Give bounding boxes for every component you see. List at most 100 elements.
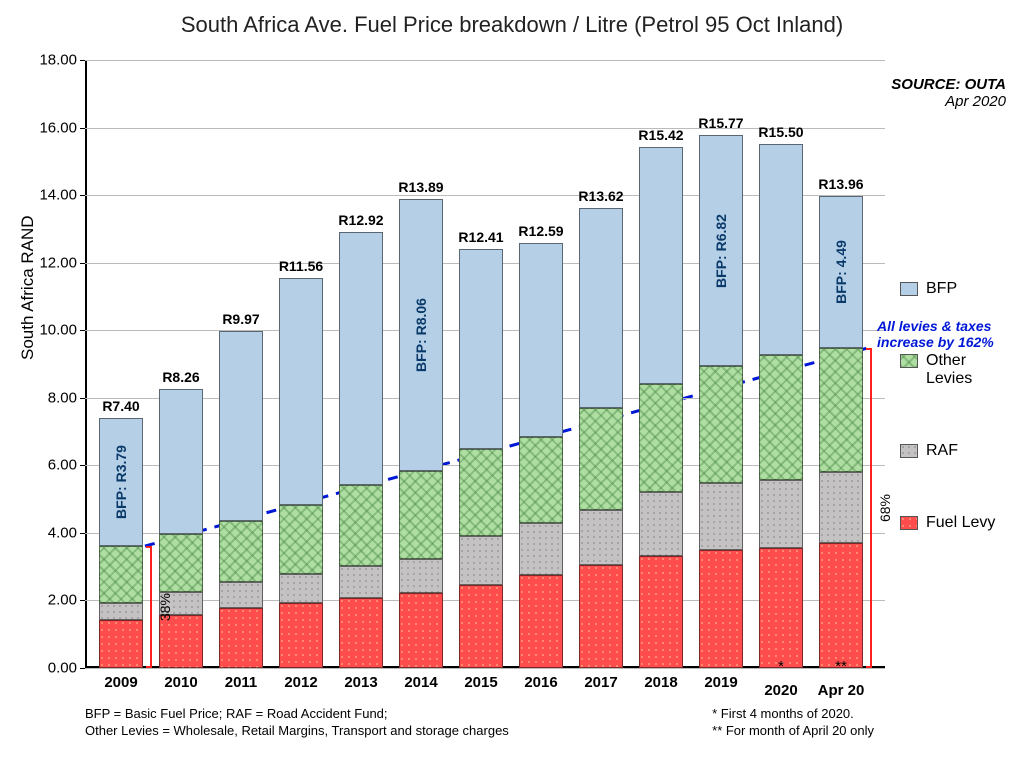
legend-item-bfp: BFP xyxy=(900,280,1010,298)
bar-segment-other xyxy=(279,505,323,575)
bar-segment-other xyxy=(759,355,803,480)
bar-total-label: R8.26 xyxy=(162,369,199,389)
bar-total-label: R15.42 xyxy=(638,127,683,147)
bar-segment-fuel xyxy=(639,556,683,668)
bar-total-label: R11.56 xyxy=(279,258,323,278)
y-tick-label: 8.00 xyxy=(48,389,85,406)
legend-label: RAF xyxy=(926,442,958,460)
bar-total-label: R13.96 xyxy=(818,176,863,196)
y-tick-label: 12.00 xyxy=(39,254,85,271)
bar-segment-other xyxy=(579,408,623,511)
bar-segment-fuel xyxy=(399,593,443,668)
bar-total-label: R7.40 xyxy=(102,398,139,418)
bar-segment-bfp xyxy=(579,208,623,408)
bar-group: R15.77BFP: R6.82 xyxy=(699,135,743,668)
pct-label-2009: 38% xyxy=(157,593,173,621)
legend-item-fuel: Fuel Levy xyxy=(900,514,1010,532)
bar-group: R11.56 xyxy=(279,278,323,668)
legend-label: Fuel Levy xyxy=(926,514,995,532)
bar-bfp-label: BFP: R6.82 xyxy=(713,214,729,288)
bar-total-label: R15.77 xyxy=(698,115,743,135)
bar-segment-fuel xyxy=(219,608,263,668)
x-tick-label: 2013 xyxy=(344,668,377,691)
bar-bfp-label: BFP: R3.79 xyxy=(113,445,129,519)
source-label: SOURCE: OUTA Apr 2020 xyxy=(891,76,1006,110)
pct-label-apr20: 68% xyxy=(877,494,893,522)
bar-segment-other xyxy=(399,471,443,558)
bar-group: R12.92 xyxy=(339,232,383,668)
bar-group: R8.26 xyxy=(159,389,203,668)
source-line1: SOURCE: OUTA xyxy=(891,76,1006,93)
bar-total-label: R12.92 xyxy=(338,212,383,232)
bar-segment-raf xyxy=(459,536,503,585)
bar-segment-raf xyxy=(639,492,683,556)
bar-total-label: R15.50 xyxy=(758,124,803,144)
x-tick-label: 2020* xyxy=(764,668,797,699)
bar-segment-other xyxy=(159,534,203,592)
bar-segment-raf xyxy=(699,483,743,550)
bar-segment-other xyxy=(639,384,683,492)
y-axis-label: South Africa RAND xyxy=(18,215,38,360)
bar-segment-fuel xyxy=(519,575,563,668)
chart-container: South Africa Ave. Fuel Price breakdown /… xyxy=(0,0,1024,758)
x-tick-label: 2019 xyxy=(704,668,737,691)
x-tick-label: 2016 xyxy=(524,668,557,691)
bar-group: R12.41 xyxy=(459,249,503,668)
bar-segment-fuel xyxy=(699,550,743,668)
bar-segment-bfp xyxy=(639,147,683,383)
legend-item-raf: RAF xyxy=(900,442,1010,460)
bar-bfp-label: BFP: 4.49 xyxy=(833,240,849,304)
legend-swatch xyxy=(900,282,918,296)
x-tick-label: 2012 xyxy=(284,668,317,691)
bar-group: R15.50 xyxy=(759,144,803,668)
bar-group: R12.59 xyxy=(519,243,563,668)
legend-item-other: Other Levies xyxy=(900,352,1010,388)
y-tick-label: 6.00 xyxy=(48,457,85,474)
bar-segment-fuel xyxy=(819,543,863,668)
y-tick-label: 2.00 xyxy=(48,592,85,609)
bar-segment-other xyxy=(819,348,863,472)
footnote-right-2: ** For month of April 20 only xyxy=(712,722,874,740)
footnote-right: * First 4 months of 2020. ** For month o… xyxy=(712,705,874,740)
bar-group: R9.97 xyxy=(219,331,263,668)
y-axis-line xyxy=(85,60,87,668)
bar-segment-raf xyxy=(399,559,443,593)
bar-segment-raf xyxy=(819,472,863,543)
bar-total-label: R13.62 xyxy=(578,188,623,208)
footnote-left: BFP = Basic Fuel Price; RAF = Road Accid… xyxy=(85,705,509,740)
bar-segment-bfp xyxy=(219,331,263,521)
bar-segment-other xyxy=(459,449,503,536)
bar-total-label: R9.97 xyxy=(222,311,259,331)
bar-total-label: R12.41 xyxy=(458,229,503,249)
x-tick-label: Apr 20** xyxy=(818,668,865,699)
bar-segment-bfp xyxy=(759,144,803,354)
y-tick-label: 16.00 xyxy=(39,119,85,136)
bar-segment-bfp xyxy=(339,232,383,485)
bar-bfp-label: BFP: R8.06 xyxy=(413,298,429,372)
plot-area: 0.002.004.006.008.0010.0012.0014.0016.00… xyxy=(85,60,885,668)
legend-label: BFP xyxy=(926,280,957,298)
bar-segment-raf xyxy=(579,510,623,565)
bar-total-label: R12.59 xyxy=(518,223,563,243)
x-tick-label: 2009 xyxy=(104,668,137,691)
x-tick-label: 2017 xyxy=(584,668,617,691)
bar-segment-raf xyxy=(339,566,383,598)
bar-segment-raf xyxy=(519,523,563,575)
bar-segment-raf xyxy=(279,574,323,603)
bar-segment-other xyxy=(519,437,563,522)
y-tick-label: 4.00 xyxy=(48,524,85,541)
bar-segment-raf xyxy=(219,582,263,608)
bar-segment-bfp xyxy=(159,389,203,534)
bar-segment-fuel xyxy=(159,615,203,668)
footnote-right-1: * First 4 months of 2020. xyxy=(712,705,874,723)
y-tick-label: 18.00 xyxy=(39,52,85,69)
bar-segment-raf xyxy=(99,603,143,620)
y-tick-label: 14.00 xyxy=(39,187,85,204)
x-tick-label: 2014 xyxy=(404,668,437,691)
grid-line xyxy=(85,60,885,61)
bar-segment-other xyxy=(219,521,263,582)
bar-group: R13.96BFP: 4.49 xyxy=(819,196,863,668)
bar-segment-other xyxy=(99,546,143,603)
bar-group: R13.62 xyxy=(579,208,623,668)
bar-segment-fuel xyxy=(279,603,323,668)
